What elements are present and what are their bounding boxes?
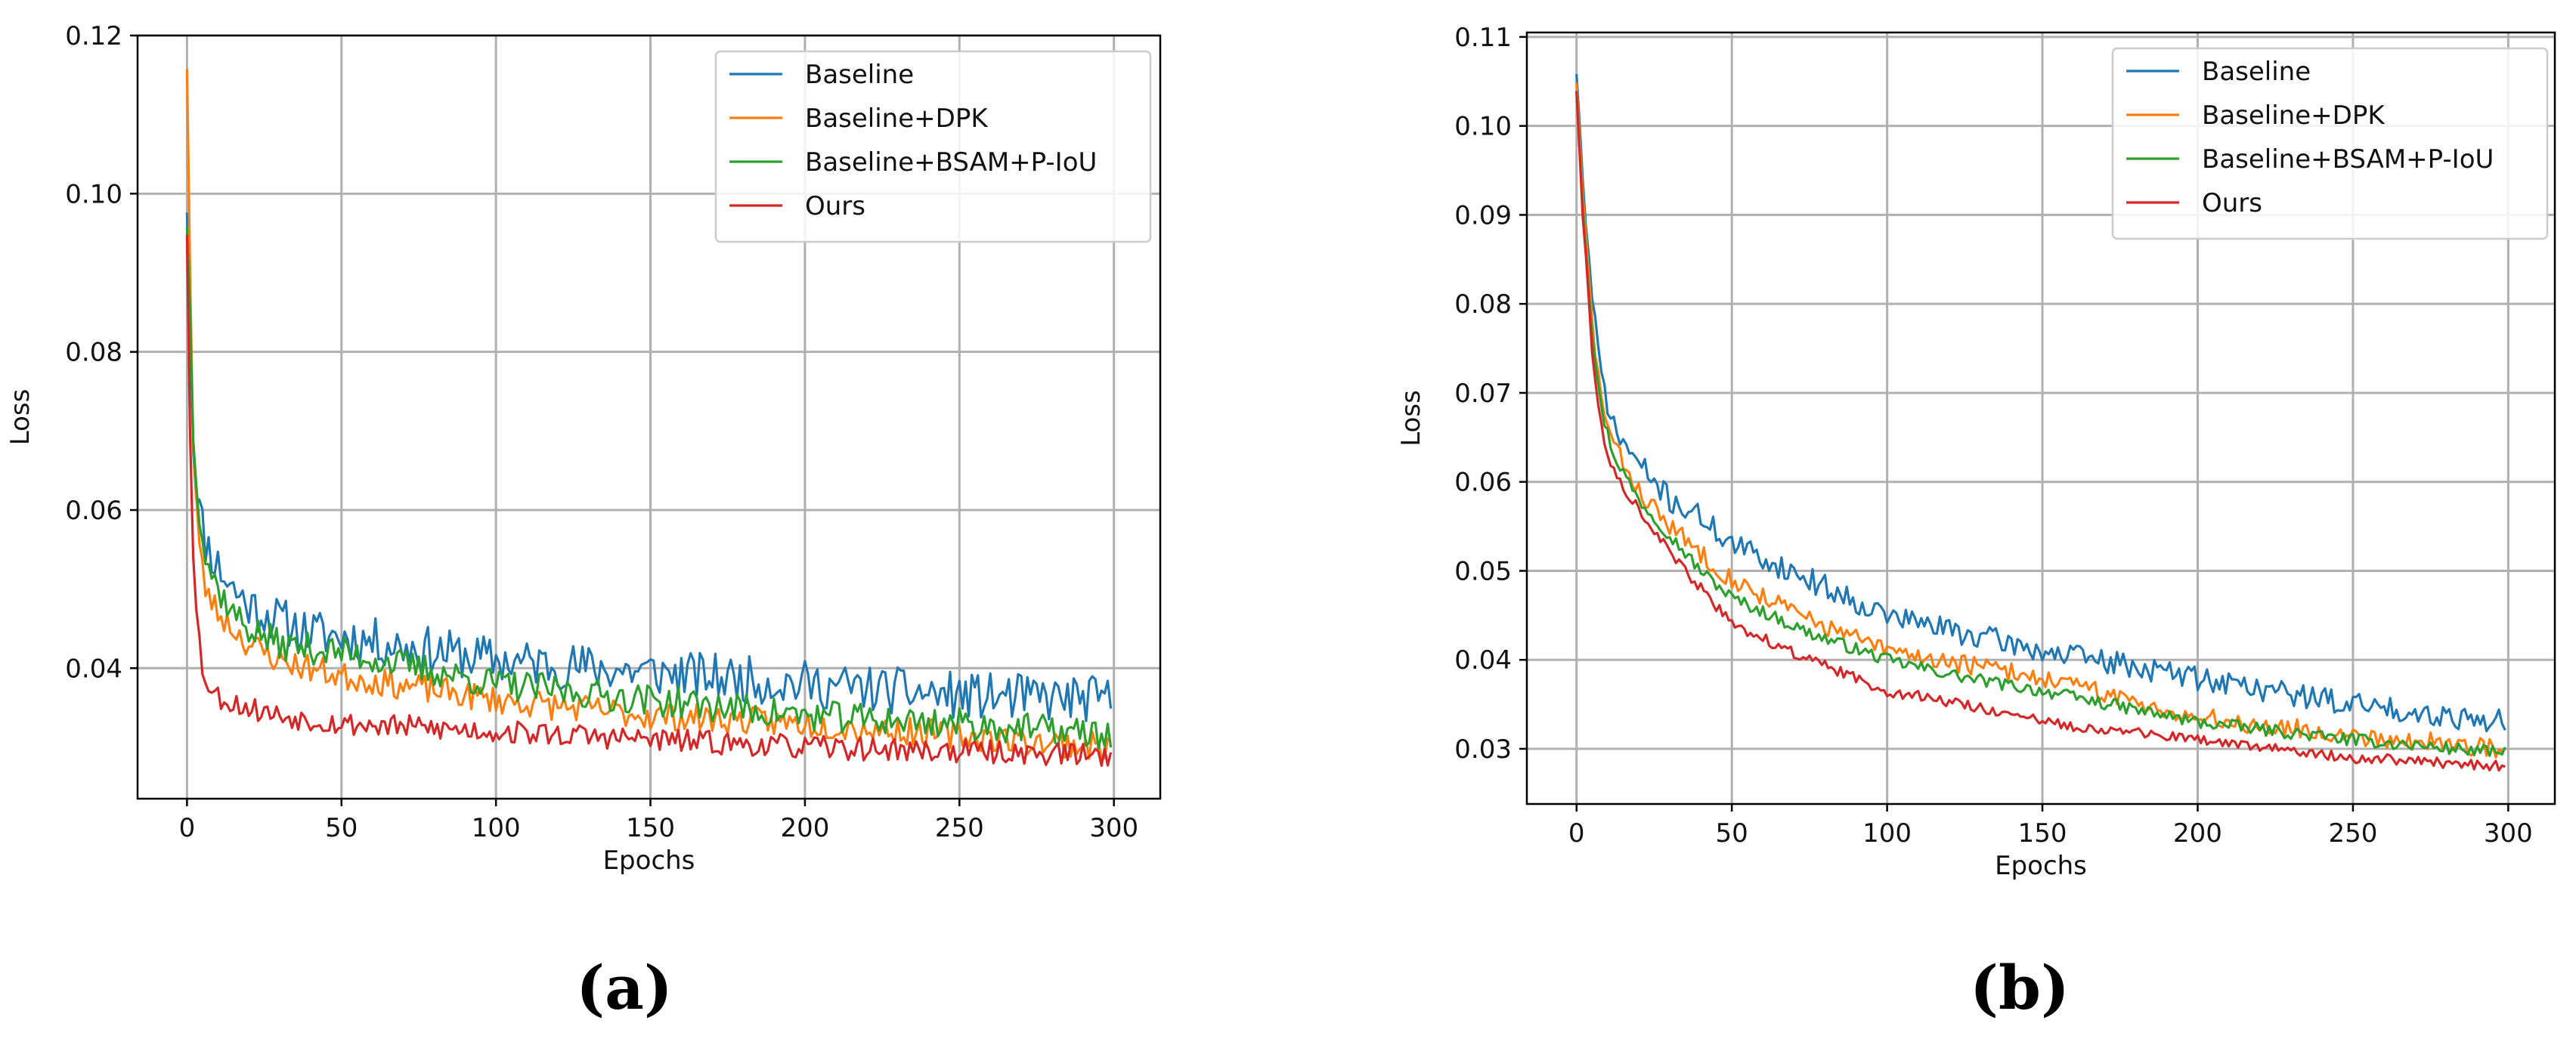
y-tick-label: 0.10	[1454, 112, 1512, 142]
series-line-baseline-bsam-p-iou	[1575, 91, 2506, 757]
chart-panel-a: 0 50 100 150 200 250 300 0.04 0.06 0.08 0.10 0.12 Ep…	[5, 21, 1162, 876]
x-tick-label: 100	[472, 813, 521, 843]
y-tick-label: 0.06	[1454, 468, 1512, 498]
y-tick-label: 0.10	[65, 179, 122, 209]
legend-label: Ours	[2202, 188, 2262, 218]
x-axis-label: Epochs	[603, 846, 695, 876]
series-line-baseline-bsam-p-iou	[185, 227, 1113, 750]
y-axis-label: Loss	[5, 389, 36, 446]
legend-label: Ours	[805, 191, 865, 221]
y-tick-label: 0.05	[1454, 556, 1512, 586]
legend: Baseline Baseline+DPK Baseline+BSAM+P-IoU O…	[714, 50, 1152, 243]
series-line-baseline	[1575, 73, 2506, 733]
legend-label: Baseline	[805, 60, 914, 90]
plot-frame	[136, 34, 1162, 800]
y-tick-label: 0.09	[1454, 200, 1512, 230]
x-tick-label: 100	[1862, 818, 1912, 849]
legend-box	[2111, 47, 2549, 240]
panel-label-b: (b)	[1970, 952, 2070, 1023]
legend: Baseline Baseline+DPK Baseline+BSAM+P-IoU O…	[2111, 47, 2549, 240]
x-tick-label: 300	[1089, 813, 1138, 843]
y-tick-label: 0.08	[65, 338, 122, 368]
x-tick-label: 0	[1568, 818, 1585, 849]
x-tick-label: 0	[179, 813, 196, 843]
x-tick-label: 50	[325, 813, 358, 843]
series-line-ours	[185, 234, 1113, 767]
chart-panel-b: 0 50 100 150 200 250 300 0.03 0.04 0.05 0.06 0.07 0.…	[1396, 23, 2556, 881]
series-line-ours	[1575, 91, 2506, 772]
x-tick-label: 250	[2328, 818, 2377, 849]
legend-box	[714, 50, 1152, 243]
x-tick-label: 300	[2484, 818, 2533, 849]
x-tick-label: 200	[2173, 818, 2222, 849]
y-tick-label: 0.11	[1454, 23, 1512, 53]
legend-label: Baseline+DPK	[2202, 100, 2386, 131]
y-tick-label: 0.08	[1454, 289, 1512, 320]
legend-label: Baseline+BSAM+P-IoU	[805, 147, 1097, 178]
x-tick-label: 250	[935, 813, 984, 843]
legend-label: Baseline	[2202, 57, 2311, 87]
y-tick-label: 0.07	[1454, 379, 1512, 409]
x-tick-label: 150	[626, 813, 675, 843]
x-axis-label: Epochs	[1995, 851, 2087, 881]
y-tick-label: 0.04	[1454, 645, 1512, 676]
y-tick-label: 0.12	[65, 21, 122, 51]
y-tick-label: 0.03	[1454, 734, 1512, 765]
legend-label: Baseline+BSAM+P-IoU	[2202, 144, 2494, 175]
x-tick-label: 50	[1716, 818, 1748, 849]
y-axis-label: Loss	[1396, 390, 1426, 447]
y-tick-label: 0.06	[65, 496, 122, 526]
legend-label: Baseline+DPK	[805, 104, 989, 134]
series-line-baseline	[185, 212, 1113, 722]
x-tick-label: 200	[780, 813, 829, 843]
y-tick-label: 0.04	[65, 654, 122, 684]
x-tick-label: 150	[2018, 818, 2067, 849]
plot-frame	[1525, 31, 2556, 805]
panel-label-a: (a)	[576, 952, 673, 1023]
